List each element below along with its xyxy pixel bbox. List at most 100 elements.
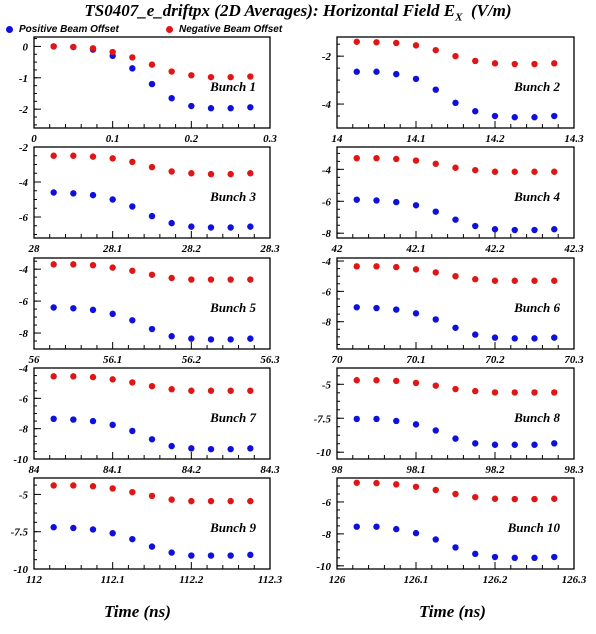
panel-3-positive-point [247,223,254,230]
panel-6-negative-point [452,273,459,280]
panel-4-negative-point [551,168,558,175]
panel-10-positive-point [511,554,518,562]
panel-8-label: Bunch 8 [513,410,560,425]
panel-3-positive-point [207,224,215,231]
panel-9-positive-point [207,552,215,559]
panel-6-xtick-label: 70.1 [406,354,425,366]
panel-2-frame [336,36,575,129]
panel-5-positive-point [129,317,136,324]
panel-5-negative-point [188,276,195,283]
panel-1-label: Bunch 1 [209,79,256,94]
panel-10-xtick-label: 126.3 [562,574,587,586]
panel-3-xtick-label: 28.1 [102,243,122,255]
panel-8-positive-point [412,421,420,428]
legend-negative-label: Negative Beam Offset [179,24,283,35]
panel-6-positive-point [393,306,400,313]
panel-9-positive-point [188,552,195,559]
panel-9-positive-point [50,524,57,531]
panel-2-positive-point [393,70,400,78]
panel-4-positive-point [432,208,439,215]
x-axis-title-right: Time (ns) [419,602,486,621]
panel-4-negative-point [472,166,479,174]
panel-4-negative-point [491,168,499,175]
panel-5-negative-point [207,276,215,283]
panel-10-negative-point [353,479,360,486]
panel-9-negative-point [207,497,215,505]
panel-9-negative-point [247,497,254,505]
panel-7-positive-point [247,445,254,452]
panel-1-ytick-label: 0 [23,41,29,53]
panel-9-negative-point [89,483,97,490]
panel-6-negative-point [531,277,538,284]
panel-3-negative-point [227,170,234,178]
panel-10-negative-point [531,495,538,503]
panel-10-positive-point [551,553,558,561]
chart-title: TS0407_e_driftpx (2D Averages): Horizont… [0,1,596,23]
panel-4-frame [336,146,575,239]
panel-7-negative-point [227,387,234,394]
panel-9-negative-point [188,497,195,505]
panel-6-ytick-label: -6 [322,286,332,298]
panel-10-xtick-label: 126 [329,574,346,586]
panel-2-ytick-label: -2 [322,51,332,63]
panel-3-negative-point [70,152,77,159]
panel-7-positive-point [109,421,116,429]
panel-10-negative-point [373,479,380,487]
panel-1-positive-point [247,104,254,111]
panel-4-label: Bunch 4 [513,189,560,204]
panel-5-positive-point [148,325,156,333]
panel-5-positive-point [188,335,195,342]
panel-1-negative-point [70,43,77,51]
panel-9-xtick-label: 112.2 [179,574,204,586]
panel-3-xtick-label: 28 [28,243,41,255]
panel-10-negative-point [511,495,518,503]
panel-10-positive-point [373,523,380,530]
panel-3-xtick-label: 28.2 [181,243,202,255]
panel-1-positive-point [227,105,234,112]
panel-7-ytick-label: -8 [19,424,29,436]
panel-10-xtick-label: 126.1 [404,574,429,586]
panel-10-negative-point [452,490,459,498]
panel-6-positive-point [491,334,499,341]
panel-7-positive-point [129,427,136,435]
panel-9-xtick-label: 112.3 [258,574,283,586]
panel-5-xtick-label: 56.1 [103,354,122,366]
panel-5-positive-point [109,310,116,318]
panel-5-ytick-label: -8 [19,328,29,340]
panel-7-positive-point [50,415,57,423]
panel-7-xtick-label: 84 [29,464,41,476]
panel-1-xtick-label: 0.1 [106,133,120,145]
panel-8-frame [336,367,575,460]
panel-8-negative-point [432,382,439,389]
panel-2-negative-point [353,38,360,45]
panel-1-negative-point [188,72,195,79]
panel-6-negative-point [472,276,479,283]
panel-2-positive-point [472,108,479,115]
panel-6-ytick-label: -8 [322,317,332,329]
panel-7-negative-point [148,383,156,390]
panel-10-negative-point [432,486,439,494]
legend-positive-label: Positive Beam Offset [19,24,119,35]
panel-9-ytick-label: -5 [19,489,29,501]
panel-6-positive-point [452,324,459,331]
panel-10-positive-point [353,523,360,530]
panel-2-negative-point [551,60,558,67]
panel-10-ytick-label: -6 [322,497,332,509]
panel-8-positive-point [432,427,439,434]
panel-2-label: Bunch 2 [513,79,560,94]
panel-2-negative-point [432,46,439,54]
panel-9-positive-point [168,549,175,556]
panel-3-negative-point [207,170,215,178]
panel-7-positive-point [227,445,234,453]
panel-2-positive-point [531,114,538,121]
panel-1-xtick-label: 0.3 [263,133,277,145]
panel-4-negative-point [511,168,518,175]
panel-1-positive-point [148,80,156,88]
panel-10-negative-point [491,495,499,502]
panel-8-positive-point [491,441,499,448]
panel-4-xtick-label: 42.2 [484,243,505,255]
panel-1-negative-point [168,68,175,75]
panel-10-positive-point [531,554,538,562]
panel-3-ytick-label: -2 [19,142,29,154]
